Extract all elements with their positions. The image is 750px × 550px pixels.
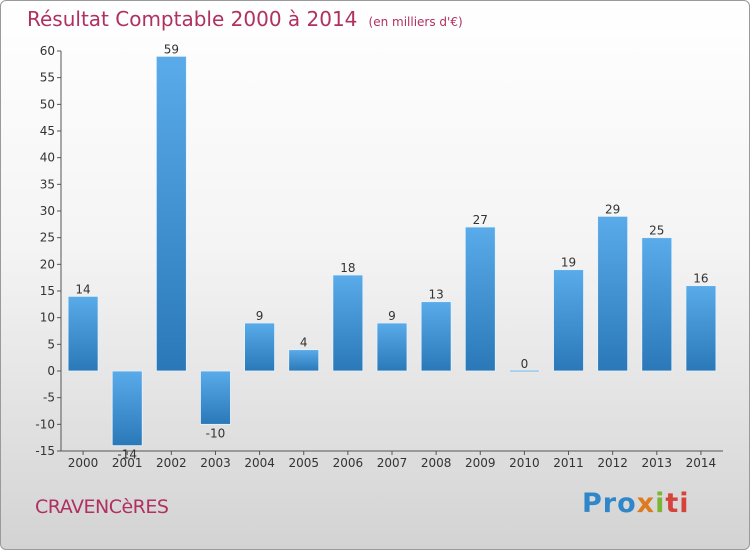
- y-tick-label: 20: [40, 257, 55, 271]
- y-tick-label: 45: [40, 124, 55, 138]
- chart-title: Résultat Comptable 2000 à 2014: [27, 7, 358, 31]
- logo-part-1: Pro: [582, 488, 637, 519]
- y-tick-label: 5: [47, 337, 55, 351]
- y-tick-label: 30: [40, 204, 55, 218]
- x-tick-label: 2014: [686, 456, 717, 470]
- bar-2001[interactable]: [111, 370, 143, 447]
- value-label-2010: 0: [521, 357, 529, 371]
- y-tick-label: 35: [40, 177, 55, 191]
- bar-2010[interactable]: [508, 369, 540, 373]
- y-tick-label: 50: [40, 97, 55, 111]
- bar-2007[interactable]: [376, 322, 408, 372]
- y-tick-label: 55: [40, 71, 55, 85]
- bar-2006[interactable]: [332, 274, 364, 372]
- x-tick-label: 2001: [112, 456, 143, 470]
- bar-2008[interactable]: [420, 301, 452, 372]
- y-tick-label: 0: [47, 364, 55, 378]
- x-tick-label: 2013: [642, 456, 673, 470]
- x-tick-label: 2009: [465, 456, 496, 470]
- x-tick-label: 2002: [156, 456, 187, 470]
- value-label-2011: 19: [561, 256, 576, 270]
- bar-2005[interactable]: [288, 349, 320, 372]
- proxiti-logo[interactable]: Proxiti: [582, 488, 690, 519]
- logo-part-2: x: [636, 488, 656, 519]
- bar-2013[interactable]: [641, 237, 673, 372]
- x-tick-label: 2008: [421, 456, 452, 470]
- x-tick-label: 2010: [509, 456, 540, 470]
- bar-2004[interactable]: [244, 322, 276, 372]
- value-label-2006: 18: [340, 261, 355, 275]
- bar-2003[interactable]: [200, 370, 231, 425]
- chart-bars: [67, 55, 717, 447]
- value-label-2000: 14: [75, 282, 90, 296]
- logo-part-4: ti: [665, 488, 690, 519]
- chart-subtitle: (en milliers d'€): [368, 15, 463, 29]
- chart-title-block: Résultat Comptable 2000 à 2014 (en milli…: [27, 7, 463, 31]
- y-tick-label: -15: [35, 444, 55, 458]
- value-label-2001: -14: [117, 448, 137, 462]
- value-label-2013: 25: [649, 224, 664, 238]
- value-label-2009: 27: [473, 213, 488, 227]
- commune-name: CRAVENCèRES: [35, 496, 169, 518]
- bar-2011[interactable]: [553, 269, 584, 372]
- chart-value-labels: 14 -14 59 -10 9 4 18 9 13 27 0 19 29 25 16: [75, 42, 708, 461]
- value-label-2005: 4: [300, 336, 308, 350]
- y-tick-label: 60: [40, 44, 55, 58]
- bar-2000[interactable]: [67, 295, 99, 372]
- y-tick-label: 25: [40, 231, 55, 245]
- value-label-2004: 9: [256, 309, 264, 323]
- value-label-2007: 9: [388, 309, 396, 323]
- y-tick-label: 40: [40, 151, 55, 165]
- x-tick-label: 2000: [68, 456, 99, 470]
- bar-2012[interactable]: [597, 215, 629, 372]
- x-tick-label: 2006: [333, 456, 364, 470]
- y-tick-label: -10: [35, 417, 55, 431]
- x-tick-label: 2003: [200, 456, 231, 470]
- bar-2009[interactable]: [464, 226, 496, 372]
- value-label-2014: 16: [693, 272, 708, 286]
- x-tick-label: 2012: [597, 456, 628, 470]
- bar-2014[interactable]: [685, 285, 717, 372]
- value-label-2012: 29: [605, 202, 620, 216]
- y-tick-label: 15: [40, 284, 55, 298]
- x-tick-label: 2004: [244, 456, 275, 470]
- logo-part-3: i: [655, 488, 666, 519]
- bar-2002[interactable]: [155, 55, 187, 372]
- value-label-2008: 13: [428, 288, 443, 302]
- x-tick-label: 2007: [377, 456, 408, 470]
- x-tick-label: 2011: [553, 456, 584, 470]
- value-label-2002: 59: [164, 42, 179, 56]
- y-tick-label: 10: [40, 311, 55, 325]
- x-tick-label: 2005: [288, 456, 319, 470]
- y-tick-label: -5: [43, 391, 55, 405]
- value-label-2003: -10: [206, 426, 226, 440]
